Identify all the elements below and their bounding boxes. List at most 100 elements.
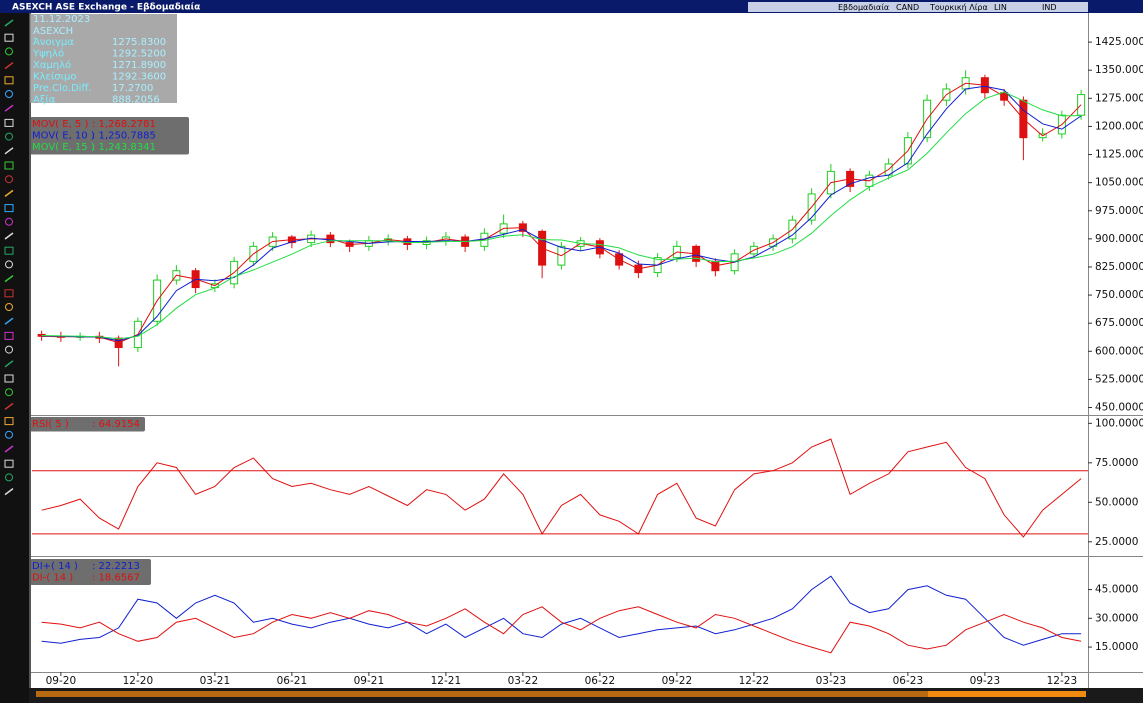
tool-icon[interactable] [4,104,14,112]
x-tick-label: 09-20 [46,675,77,687]
legend-name: MOV( E, 10 ) [32,131,95,142]
series-line [41,82,1082,344]
series-line [41,606,1082,654]
toolbar-item[interactable]: Τουρκική Λίρα [929,3,988,12]
legend-name: RSI( 5 ) [32,419,69,430]
series-line [41,575,1082,646]
y-tick-label: 525.0000 [1095,373,1143,385]
y-tick-label: 25.0000 [1095,536,1138,548]
legend-value: : 1,243.8341 [92,142,156,153]
info-value: 17.2700 [112,83,153,94]
tool-icon[interactable] [4,118,14,127]
y-tick-label: 1350.000 [1095,64,1143,76]
info-label: Χαμηλό [33,59,71,71]
tool-icon[interactable] [4,417,14,426]
tool-icon[interactable] [5,430,13,439]
legend-name: DI+( 14 ) [32,561,78,572]
legend-value: : 1,268.2781 [92,119,156,130]
x-tick-label: 03-22 [508,675,539,687]
y-tick-label: 600.0000 [1095,345,1143,357]
y-tick-label: 900.0000 [1095,233,1143,245]
tool-icon[interactable] [4,360,14,368]
x-tick-label: 03-23 [816,675,847,687]
tool-icon[interactable] [5,132,13,141]
tool-icon[interactable] [4,402,14,410]
legend-box [30,417,145,432]
tool-icon[interactable] [4,331,14,340]
series-line [41,85,1082,342]
toolbar[interactable] [748,2,1088,12]
x-tick-label: 09-23 [970,675,1001,687]
y-tick-label: 1275.000 [1095,92,1143,104]
x-tick-label: 09-21 [354,675,385,687]
tool-icon[interactable] [4,459,14,468]
tool-icon[interactable] [4,161,14,170]
tool-icon[interactable] [4,147,14,155]
tool-icon[interactable] [4,275,14,283]
tool-icon[interactable] [5,260,13,269]
tool-icon[interactable] [5,473,13,482]
legend-name: DI-( 14 ) [32,573,73,584]
tool-icon[interactable] [4,76,14,85]
info-box [30,14,177,103]
toolbar-item[interactable]: LIN [994,3,1007,12]
tool-icon[interactable] [4,317,14,325]
x-tick-label: 06-21 [277,675,308,687]
info-value: 1275.8300 [112,37,166,48]
y-tick-label: 75.0000 [1095,457,1138,469]
tool-icon[interactable] [5,47,13,56]
info-value: 1292.5200 [112,49,166,60]
scroll-track[interactable] [36,691,1086,697]
tool-icon[interactable] [5,345,13,354]
scroll-thumb[interactable] [928,691,1086,697]
info-label: Αξία [33,94,56,106]
y-tick-label: 750.0000 [1095,289,1143,301]
series-line [41,91,1082,340]
x-tick-label: 12-21 [431,675,462,687]
info-label: Pre.Clo.Diff. [33,83,92,94]
tool-icon[interactable] [5,388,13,397]
y-tick-label: 50.0000 [1095,496,1138,508]
info-value: 1271.8900 [112,60,166,71]
y-tick-label: 15.0000 [1095,641,1138,653]
x-tick-label: 03-21 [200,675,231,687]
tool-icon[interactable] [5,217,13,226]
x-tick-label: 12-22 [739,675,770,687]
tool-icon[interactable] [4,374,14,383]
tool-icon[interactable] [5,90,13,98]
x-tick-label: 12-23 [1047,675,1078,687]
tool-icon[interactable] [4,232,14,240]
legend-value: : 18.6567 [92,573,140,584]
tool-icon[interactable] [4,488,14,496]
tool-icon[interactable] [4,204,14,213]
info-date: 11.12.2023 [33,14,90,25]
tool-icon[interactable] [4,189,14,197]
toolbar-item[interactable]: Εβδομαδιαία [838,3,889,12]
y-tick-label: 1425.000 [1095,36,1143,48]
legend-name: MOV( E, 5 ) [32,119,88,130]
x-tick-label: 06-22 [585,675,616,687]
toolbar-item[interactable]: IND [1042,3,1057,12]
toolbar-item[interactable]: CAND [896,3,919,12]
y-tick-label: 975.0000 [1095,205,1143,217]
legend-value: : 22.2213 [92,561,140,572]
tool-icon[interactable] [5,303,13,311]
tool-icon[interactable] [4,19,14,27]
left-toolbar [0,13,29,703]
y-tick-label: 450.0000 [1095,402,1143,414]
tool-icon[interactable] [5,175,13,184]
y-tick-label: 30.0000 [1095,612,1138,624]
separator [29,13,31,688]
x-tick-label: 06-23 [893,675,924,687]
tool-icons [4,19,14,496]
tool-icon[interactable] [4,61,14,70]
tool-icon[interactable] [4,33,14,42]
info-label: Κλείσιμο [33,71,76,83]
tool-icon[interactable] [4,246,14,255]
tool-icon[interactable] [4,289,14,298]
info-symbol: ASEXCH [33,26,73,37]
tool-icon[interactable] [4,445,14,453]
legend-name: MOV( E, 15 ) [32,142,95,153]
